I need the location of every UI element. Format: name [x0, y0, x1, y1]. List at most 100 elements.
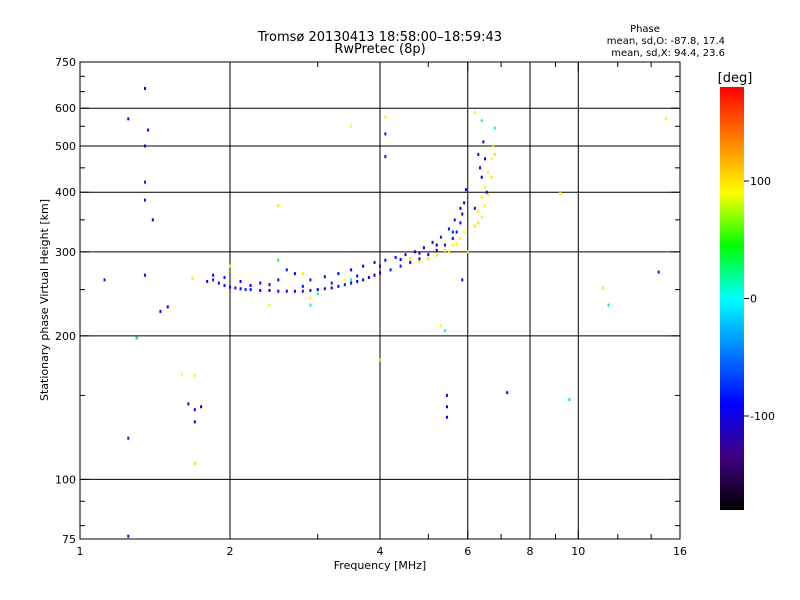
data-point [479, 166, 482, 170]
data-point [455, 230, 458, 234]
data-point [343, 278, 346, 282]
data-point [394, 255, 397, 259]
data-point [490, 157, 493, 161]
data-point [301, 284, 304, 288]
data-point [473, 224, 476, 228]
data-point [135, 336, 138, 340]
colorbar-tick-label: 100 [750, 175, 771, 188]
data-point [217, 281, 220, 285]
data-point [323, 287, 326, 291]
data-point [309, 278, 312, 282]
data-point [427, 257, 430, 261]
y-tick-label: 750 [55, 56, 76, 69]
data-point [259, 281, 262, 285]
data-point [665, 117, 668, 121]
data-point [480, 175, 483, 179]
data-point [193, 408, 196, 412]
data-point [484, 204, 487, 208]
data-point [487, 193, 490, 197]
x-tick-label: 16 [673, 545, 687, 558]
data-point [482, 140, 485, 144]
data-point [191, 276, 194, 280]
y-tick-label: 100 [55, 473, 76, 486]
data-point [239, 279, 242, 283]
data-points [103, 86, 668, 538]
data-point [477, 152, 480, 156]
data-point [229, 285, 231, 289]
data-point [193, 420, 196, 424]
x-tick-label: 4 [377, 545, 384, 558]
data-point [147, 128, 150, 132]
data-point [409, 260, 412, 264]
data-point [477, 221, 480, 225]
y-tick-label: 200 [55, 330, 76, 343]
data-point [200, 405, 203, 409]
stats-x-line: mean, sd,X: 94.4, 23.6 [611, 48, 725, 59]
data-point [350, 268, 353, 272]
y-tick-label: 75 [62, 533, 76, 546]
data-point [480, 215, 483, 219]
data-point [350, 124, 353, 128]
data-point [356, 279, 359, 283]
data-point [223, 276, 226, 280]
data-point [487, 170, 490, 174]
data-point [418, 260, 421, 264]
data-point [389, 268, 392, 272]
data-point [427, 253, 430, 257]
data-point [159, 309, 162, 313]
data-point [309, 296, 312, 300]
chart-subtitle: RwPretec (8p) [334, 42, 425, 57]
data-point [277, 258, 280, 262]
x-tick-label: 1 [77, 545, 84, 558]
data-point [212, 278, 215, 282]
data-point [451, 230, 454, 234]
data-point [268, 283, 271, 287]
data-point [223, 283, 226, 287]
data-point [399, 258, 402, 262]
data-point [234, 286, 237, 290]
data-point [330, 281, 333, 285]
data-point [337, 284, 340, 288]
y-tick-label: 300 [55, 246, 76, 259]
data-point [367, 276, 370, 280]
data-point [439, 235, 442, 239]
data-point [309, 288, 312, 292]
data-point [180, 372, 183, 376]
y-axis-label: Stationary phase Virtual Height [km] [38, 199, 51, 401]
data-point [461, 212, 464, 216]
grid-layer [80, 62, 680, 539]
data-point [343, 283, 346, 287]
data-point [259, 288, 262, 292]
data-point [459, 206, 462, 210]
data-point [143, 273, 146, 277]
data-point [493, 152, 496, 156]
data-point [480, 119, 483, 123]
data-point [490, 175, 493, 179]
data-point [601, 286, 604, 290]
data-point [439, 324, 442, 328]
data-point [485, 190, 488, 194]
data-point [143, 86, 146, 90]
data-point [293, 289, 296, 293]
data-point [379, 271, 381, 275]
data-point [435, 253, 438, 257]
data-point [127, 534, 130, 538]
data-point [350, 281, 353, 285]
x-tick-label: 8 [527, 545, 534, 558]
data-point [480, 195, 483, 199]
data-point [568, 398, 571, 402]
stats-o-line: mean, sd,O: -87.8, 17.4 [607, 36, 725, 47]
data-point [362, 278, 365, 282]
data-point [309, 303, 312, 307]
data-point [268, 288, 271, 292]
data-point [384, 155, 387, 159]
colorbar-tick-label: 0 [750, 293, 757, 306]
data-point [422, 246, 425, 250]
data-point [268, 303, 271, 307]
data-point [384, 115, 387, 119]
data-point [285, 289, 288, 293]
data-point [127, 117, 130, 121]
data-point [492, 144, 495, 148]
data-point [453, 218, 456, 222]
data-point [445, 393, 448, 397]
